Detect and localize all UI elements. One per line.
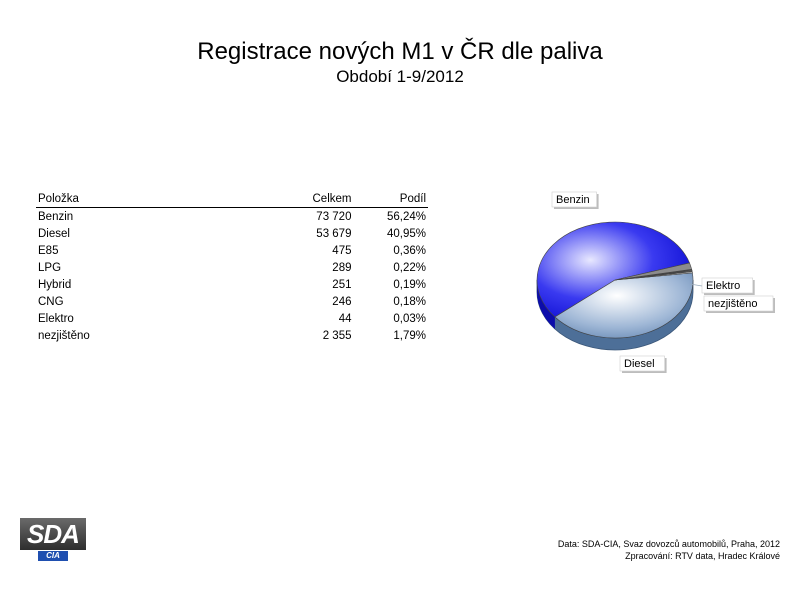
row-label: LPG [38, 261, 62, 274]
sda-cia-logo: SDA CIA [20, 518, 86, 562]
pie-slice-nezjisteno [614, 262, 693, 281]
row-total: 2 355 [322, 329, 352, 342]
row-share: 0,03% [393, 312, 426, 325]
column-header-item: Položka [36, 192, 234, 208]
table-row: LPG 289 0,22% [36, 259, 428, 276]
table-row: nezjištěno 2 355 1,79% [36, 327, 428, 344]
row-label: Benzin [38, 210, 74, 223]
source-note: Data: SDA-CIA, Svaz dovozců automobilů, … [558, 538, 780, 562]
table-row: CNG 246 0,18% [36, 293, 428, 310]
logo-sda-text: SDA [20, 518, 86, 550]
table-row: Elektro 44 0,03% [36, 310, 428, 327]
callout-diesel: Diesel [619, 355, 667, 373]
row-share: 56,24% [386, 210, 426, 223]
row-share: 0,36% [393, 244, 426, 257]
row-total: 246 [332, 295, 352, 308]
column-header-share: Podíl [353, 192, 428, 208]
row-share: 0,18% [393, 295, 426, 308]
data-table: Položka Celkem Podíl Benzin 73 720 56,24… [36, 192, 428, 344]
row-total: 289 [332, 261, 352, 274]
pie-side-wall-benzin [537, 280, 555, 329]
row-label: nezjištěno [38, 329, 90, 342]
row-total: 73 720 [316, 210, 352, 223]
row-label: Diesel [38, 227, 70, 240]
table-row: Benzin 73 720 56,24% [36, 208, 428, 226]
table-header-row: Položka Celkem Podíl [36, 192, 428, 208]
chart-subtitle: Období 1-9/2012 [336, 67, 464, 86]
pie-slice-benzin [536, 221, 690, 318]
callout-text-benzin: Benzin [556, 194, 590, 206]
callout-text-elektro: Elektro [706, 280, 740, 292]
table-row: E85 475 0,36% [36, 242, 428, 259]
row-share: 1,79% [393, 329, 426, 342]
row-share: 0,19% [393, 278, 426, 291]
column-header-total: Celkem [233, 192, 354, 208]
pie-chart: Benzin Elektro nezjištěno Diesel [536, 191, 775, 373]
row-share: 40,95% [386, 227, 426, 240]
pie-slice-diesel [554, 272, 694, 339]
row-label: E85 [38, 244, 59, 257]
row-label: Elektro [38, 312, 74, 325]
callout-benzin: Benzin [551, 191, 599, 209]
callout-text-nezjisteno: nezjištěno [708, 298, 758, 310]
callout-text-diesel: Diesel [624, 358, 655, 370]
table-row: Hybrid 251 0,19% [36, 276, 428, 293]
row-share: 0,22% [393, 261, 426, 274]
callout-elektro: Elektro [689, 277, 755, 295]
source-line-processing: Zpracování: RTV data, Hradec Králové [625, 551, 780, 561]
chart-title: Registrace nových M1 v ČR dle paliva [197, 38, 603, 65]
row-label: Hybrid [38, 278, 72, 291]
callout-nezjisteno: nezjištěno [703, 295, 775, 313]
row-total: 475 [332, 244, 352, 257]
table-row: Diesel 53 679 40,95% [36, 225, 428, 242]
row-total: 44 [338, 312, 352, 325]
row-total: 251 [332, 278, 352, 291]
source-line-data: Data: SDA-CIA, Svaz dovozců automobilů, … [557, 539, 780, 549]
row-total: 53 679 [316, 227, 352, 240]
row-label: CNG [38, 295, 64, 308]
logo-cia-text: CIA [38, 551, 68, 561]
